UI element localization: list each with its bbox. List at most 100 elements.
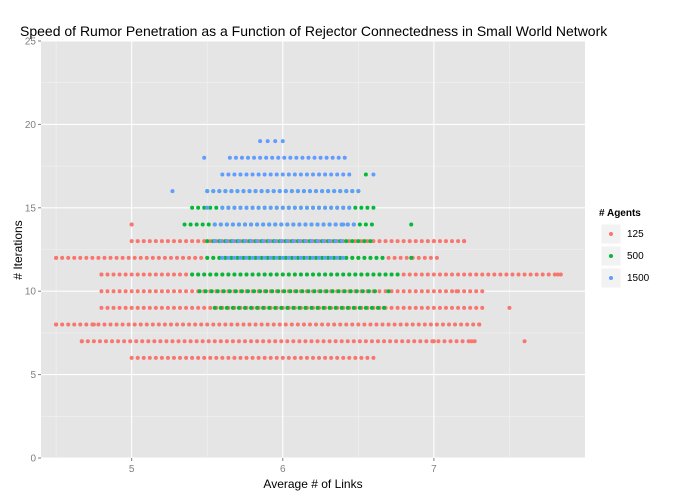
data-point: [428, 322, 433, 327]
data-point: [264, 155, 269, 160]
data-point: [335, 355, 340, 360]
data-point: [253, 189, 258, 194]
data-point: [307, 255, 312, 260]
data-point: [317, 172, 322, 177]
data-point: [366, 289, 371, 294]
data-point: [329, 355, 334, 360]
data-point: [171, 272, 176, 277]
data-point: [194, 222, 199, 227]
data-point: [303, 339, 308, 344]
data-point: [350, 239, 355, 244]
data-point: [353, 355, 358, 360]
data-point: [265, 255, 270, 260]
data-point: [295, 322, 300, 327]
data-point: [277, 255, 282, 260]
data-point: [212, 339, 217, 344]
data-point: [410, 322, 415, 327]
data-point: [129, 222, 134, 227]
legend-label: 125: [627, 229, 644, 240]
data-point: [190, 239, 195, 244]
series-125: [54, 222, 563, 360]
data-point: [190, 289, 195, 294]
data-point: [462, 239, 467, 244]
data-point: [99, 289, 104, 294]
data-point: [320, 189, 325, 194]
data-point: [270, 289, 275, 294]
data-point: [282, 155, 287, 160]
data-point: [211, 189, 216, 194]
data-point: [165, 289, 170, 294]
data-point: [383, 289, 388, 294]
data-point: [267, 305, 272, 310]
data-point: [345, 305, 350, 310]
data-point: [374, 322, 379, 327]
data-point: [422, 255, 427, 260]
data-point: [227, 155, 232, 160]
data-point: [347, 172, 352, 177]
data-point: [236, 339, 241, 344]
data-point: [323, 205, 328, 210]
data-point: [371, 239, 376, 244]
data-point: [232, 255, 237, 260]
data-point: [223, 189, 228, 194]
legend-title: # Agents: [599, 208, 641, 219]
data-point: [298, 355, 303, 360]
data-point: [359, 205, 364, 210]
data-point: [329, 255, 334, 260]
data-point: [135, 305, 140, 310]
data-point: [196, 272, 201, 277]
data-point: [416, 322, 421, 327]
data-point: [230, 305, 235, 310]
data-point: [153, 272, 158, 277]
data-point: [99, 305, 104, 310]
data-point: [236, 239, 241, 244]
data-point: [208, 355, 213, 360]
data-point: [250, 205, 255, 210]
data-point: [223, 255, 228, 260]
data-point: [388, 339, 393, 344]
data-point: [428, 255, 433, 260]
data-point: [424, 339, 429, 344]
data-point: [196, 305, 201, 310]
data-point: [200, 222, 205, 227]
data-point: [407, 305, 412, 310]
data-point: [474, 305, 479, 310]
data-point: [419, 289, 424, 294]
data-point: [223, 322, 228, 327]
data-point: [558, 272, 563, 277]
data-point: [268, 272, 273, 277]
data-point: [311, 205, 315, 210]
data-point: [300, 289, 305, 294]
data-point: [450, 289, 455, 294]
data-point: [171, 239, 176, 244]
data-point: [404, 255, 409, 260]
data-point: [339, 239, 344, 244]
data-point: [443, 305, 448, 310]
y-axis-ticks: 0 5 10 15 20 25: [25, 37, 41, 465]
data-point: [425, 239, 430, 244]
data-point: [79, 339, 84, 344]
data-point: [184, 305, 189, 310]
data-point: [320, 255, 325, 260]
data-point: [338, 255, 343, 260]
series-1500: [170, 139, 376, 260]
data-point: [226, 355, 231, 360]
data-point: [324, 155, 329, 160]
data-point: [330, 155, 335, 160]
data-point: [283, 189, 288, 194]
data-point: [123, 289, 128, 294]
data-point: [333, 339, 338, 344]
data-point: [546, 272, 551, 277]
data-point: [303, 305, 308, 310]
data-point: [365, 355, 370, 360]
data-point: [285, 339, 290, 344]
data-point: [347, 239, 352, 244]
data-point: [341, 205, 346, 210]
data-point: [311, 272, 315, 277]
data-point: [230, 339, 235, 344]
data-point: [247, 255, 252, 260]
data-point: [267, 239, 272, 244]
data-point: [540, 272, 545, 277]
data-point: [229, 255, 234, 260]
data-point: [208, 239, 213, 244]
